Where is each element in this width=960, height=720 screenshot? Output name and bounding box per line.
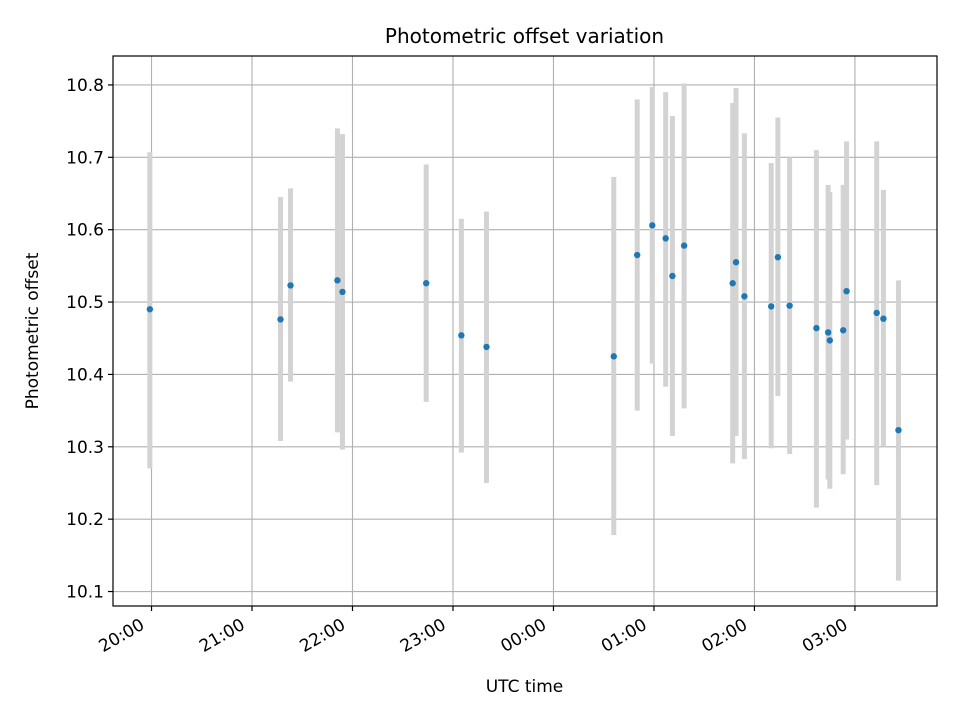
y-axis-label: Photometric offset (23, 252, 43, 409)
data-point (662, 235, 669, 242)
y-axis-ticks: 10.1 10.2 10.3 10.4 10.5 10.6 10.7 10.8 (66, 76, 113, 603)
x-tick-label: 20:00 (96, 615, 148, 657)
x-axis-label: UTC time (486, 677, 564, 697)
y-tick-label: 10.7 (66, 148, 104, 168)
y-tick-label: 10.4 (66, 365, 104, 385)
data-point (895, 426, 902, 434)
data-point (334, 277, 341, 284)
x-tick-label: 01:00 (598, 615, 650, 657)
data-point (767, 303, 775, 310)
data-point (610, 353, 617, 360)
data-point (826, 337, 834, 344)
data-point (880, 315, 887, 322)
data-point (873, 309, 880, 317)
data-point (483, 343, 490, 351)
y-tick-label: 10.3 (66, 438, 104, 458)
data-point (634, 251, 641, 259)
y-tick-label: 10.2 (66, 510, 104, 530)
data-point (277, 316, 284, 323)
data-point (824, 329, 832, 336)
data-point (729, 280, 736, 287)
data-point (732, 259, 740, 266)
data-point (146, 306, 154, 313)
data-point (680, 242, 688, 249)
data-point (741, 293, 748, 300)
x-tick-label: 23:00 (397, 615, 449, 657)
x-tick-label: 03:00 (799, 615, 851, 657)
data-point (422, 280, 430, 287)
y-tick-label: 10.1 (66, 583, 104, 603)
data-point (339, 288, 346, 296)
x-tick-label: 22:00 (297, 615, 349, 657)
data-point (669, 272, 676, 280)
errorbar-layer (147, 83, 901, 581)
x-tick-label: 02:00 (699, 615, 751, 657)
grid-layer (113, 56, 937, 606)
point-layer (146, 222, 902, 434)
data-point (774, 253, 782, 261)
x-axis-ticks: 20:00 21:00 22:00 23:00 00:00 01:00 02:00 03:00 (96, 606, 856, 657)
data-point (458, 332, 465, 339)
data-point (813, 324, 820, 332)
plot-frame (112, 55, 938, 607)
data-point (786, 302, 793, 309)
data-point (287, 282, 294, 289)
y-tick-label: 10.6 (66, 221, 104, 241)
x-tick-label: 21:00 (196, 615, 248, 657)
chart-title: Photometric offset variation (385, 24, 664, 48)
data-point (840, 327, 847, 334)
data-point (843, 287, 850, 295)
y-tick-label: 10.5 (66, 293, 104, 313)
data-point (649, 222, 656, 229)
y-tick-label: 10.8 (66, 76, 104, 96)
x-tick-label: 00:00 (498, 615, 550, 657)
